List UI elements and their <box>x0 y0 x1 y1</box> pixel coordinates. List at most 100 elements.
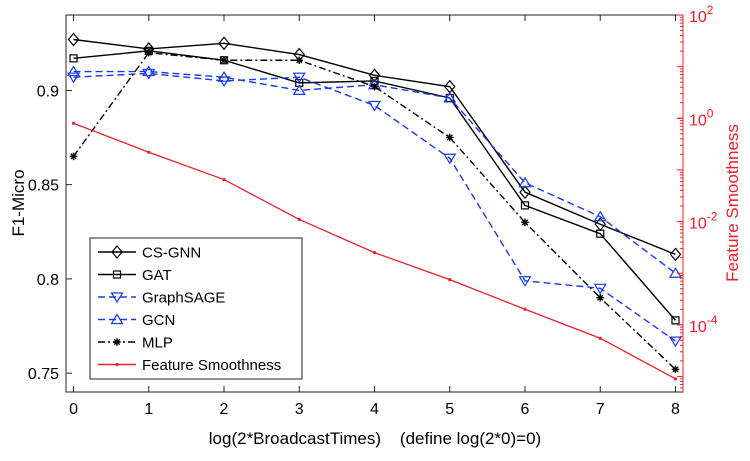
series-mlp <box>69 48 680 374</box>
x-tick-label: 4 <box>370 401 379 418</box>
legend-item: Feature Smoothness <box>98 357 281 374</box>
point-asterisk <box>295 56 304 65</box>
point-dot <box>673 377 678 381</box>
x-tick-label: 3 <box>295 401 304 418</box>
point-dot <box>147 150 151 154</box>
series-cs-gnn <box>67 32 682 262</box>
legend-label: CS-GNN <box>142 245 201 262</box>
y-right-tick-base: 10 <box>689 9 707 26</box>
point-asterisk <box>521 218 529 227</box>
legend-item: GraphSAGE <box>98 290 225 307</box>
legend-label: MLP <box>142 335 173 352</box>
point-diamond <box>67 32 80 47</box>
point-triangle-down <box>142 68 156 80</box>
point-triangle-up <box>66 65 81 77</box>
legend-label: GraphSAGE <box>142 290 225 307</box>
point-diamond <box>218 36 230 51</box>
point-triangle-down <box>66 72 81 84</box>
point-triangle-down <box>593 283 607 295</box>
legend-label: GCN <box>142 312 175 329</box>
point-triangle-down <box>292 72 306 84</box>
legend-item: GCN <box>98 312 175 329</box>
x-tick-label: 0 <box>69 401 78 418</box>
x-tick-label: 8 <box>671 401 680 418</box>
point-triangle-down <box>443 153 457 165</box>
point-square <box>112 270 122 279</box>
y-right-tick-base: 10 <box>689 216 707 233</box>
point-triangle-down <box>110 292 124 304</box>
series-line <box>72 51 676 370</box>
y-right-tick-label: 102 <box>689 3 714 26</box>
point-asterisk <box>596 293 605 302</box>
y-right-tick-exponent: -2 <box>707 210 718 224</box>
legend-label: GAT <box>142 267 172 284</box>
point-square <box>596 229 605 238</box>
point-square <box>69 54 78 63</box>
point-dot <box>598 336 602 340</box>
y-right-tick-exponent: 2 <box>707 3 714 17</box>
x-axis-label: log(2*BroadcastTimes) (define log(2*0)=0… <box>209 429 541 448</box>
legend-item: CS-GNN <box>98 245 201 262</box>
point-diamond <box>111 245 123 259</box>
series-line <box>73 38 676 256</box>
point-triangle-down <box>518 276 532 287</box>
point-asterisk <box>144 48 153 57</box>
point-square <box>520 201 530 210</box>
y-tick-label: 0.85 <box>28 178 59 195</box>
series-line <box>73 50 677 321</box>
x-tick-label: 1 <box>144 401 153 418</box>
point-triangle-up <box>593 210 607 222</box>
point-triangle-down <box>668 336 683 348</box>
legend-label: Feature Smoothness <box>142 357 281 374</box>
y-right-tick-exponent: 0 <box>707 106 714 120</box>
y-right-tick-exponent: -4 <box>707 313 718 327</box>
point-triangle-up <box>217 71 231 82</box>
point-asterisk <box>220 56 228 65</box>
x-tick-label: 7 <box>596 401 605 418</box>
point-dot <box>523 307 527 311</box>
x-tick-label: 5 <box>445 401 454 418</box>
point-diamond <box>669 247 682 262</box>
point-triangle-up <box>110 313 124 325</box>
point-triangle-up <box>518 176 532 188</box>
y-right-tick-label: 100 <box>689 106 714 129</box>
point-dot <box>115 362 119 367</box>
point-triangle-up <box>443 91 457 103</box>
point-asterisk <box>69 152 78 161</box>
point-dot <box>372 251 377 255</box>
point-square <box>671 316 680 325</box>
point-asterisk <box>113 338 121 346</box>
point-diamond <box>519 185 531 200</box>
point-asterisk <box>445 133 454 142</box>
legend-box <box>89 237 303 380</box>
x-tick-label: 6 <box>521 401 530 418</box>
y-right-tick-base: 10 <box>689 319 707 336</box>
legend-item: GAT <box>98 267 172 284</box>
legend: CS-GNN GAT GraphSAGE GCN MLP Feature Smoothne… <box>89 237 303 380</box>
y-right-tick-base: 10 <box>689 112 707 129</box>
point-asterisk <box>370 82 379 91</box>
y-right-tick-label: 10-4 <box>689 313 718 336</box>
point-dot <box>222 177 226 182</box>
y-tick-label: 0.8 <box>37 272 59 289</box>
point-dot <box>297 217 301 222</box>
series-line <box>73 72 676 342</box>
point-triangle-up <box>142 65 156 77</box>
point-dot <box>71 121 76 125</box>
series-layer <box>66 32 683 381</box>
series-feature-smoothness <box>71 121 678 381</box>
y-right-tick-label: 10-2 <box>689 210 718 233</box>
point-triangle-down <box>367 100 382 112</box>
y-tick-label: 0.9 <box>37 83 59 100</box>
point-asterisk <box>671 365 680 374</box>
y-tick-label: 0.75 <box>28 366 59 383</box>
legend-item: MLP <box>98 335 173 352</box>
x-tick-label: 2 <box>220 401 229 418</box>
y-axis-label: F1-Micro <box>9 169 28 236</box>
point-triangle-up <box>292 84 306 96</box>
point-dot <box>448 278 452 282</box>
y-right-axis-label: Feature Smoothness <box>723 124 742 282</box>
